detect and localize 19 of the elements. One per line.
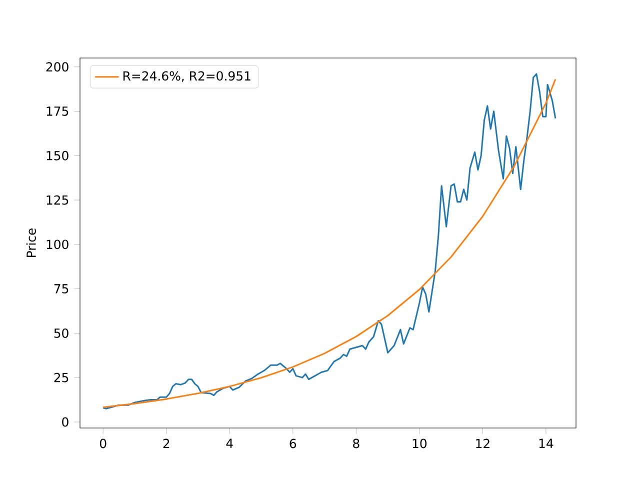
y-tick-label: 50 bbox=[54, 328, 68, 338]
y-axis-title: Price bbox=[26, 228, 36, 257]
y-tick-label: 100 bbox=[46, 240, 68, 250]
y-tick-label: 200 bbox=[46, 62, 68, 72]
legend-label: R=24.6%, R2=0.951 bbox=[123, 71, 250, 82]
x-tick-label: 0 bbox=[100, 438, 106, 448]
x-tick-label: 6 bbox=[290, 438, 296, 448]
y-tick-label: 25 bbox=[54, 372, 68, 382]
y-tick-label: 150 bbox=[46, 150, 68, 160]
y-tick-label: 75 bbox=[54, 284, 68, 294]
x-tick-label: 8 bbox=[353, 438, 360, 448]
y-tick-label: 125 bbox=[46, 195, 68, 205]
x-tick-label: 14 bbox=[539, 438, 554, 448]
x-tick-label: 2 bbox=[163, 438, 170, 448]
x-tick-label: 12 bbox=[476, 438, 490, 448]
x-tick-label: 10 bbox=[412, 438, 427, 448]
x-tick-label: 4 bbox=[226, 438, 233, 448]
y-tick-label: 175 bbox=[46, 106, 68, 116]
y-tick-label: 0 bbox=[62, 417, 68, 427]
